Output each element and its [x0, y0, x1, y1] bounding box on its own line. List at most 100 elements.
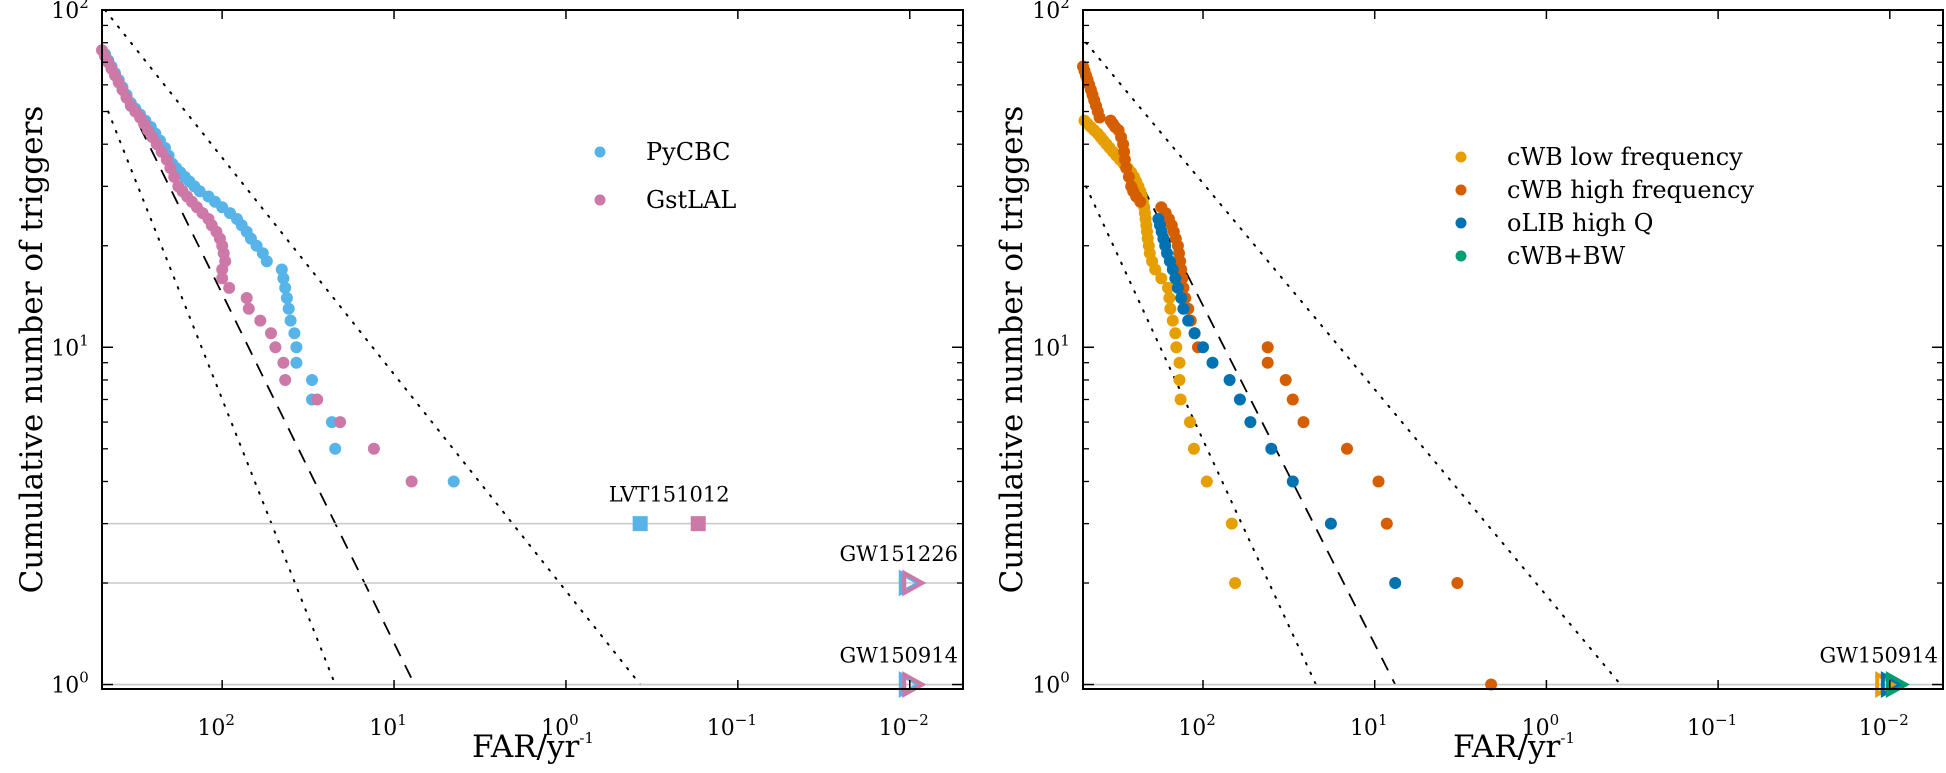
data-point [290, 341, 303, 354]
x-tick-label: 10−2 [1859, 711, 1909, 741]
data-point [1380, 517, 1393, 530]
data-point [367, 442, 380, 455]
data-point [1200, 475, 1213, 488]
data-point [1188, 327, 1201, 340]
data-point [1155, 272, 1168, 285]
data-point [1229, 577, 1242, 589]
data-point [1261, 341, 1274, 354]
legend-label: oLIB high Q [1507, 209, 1653, 237]
data-point [290, 356, 303, 369]
reference-line-lower-bound [107, 110, 337, 686]
data-point [311, 393, 324, 406]
x-tick-label: 102 [197, 711, 235, 741]
data-point [334, 416, 347, 429]
data-point [282, 302, 295, 315]
data-point [1169, 272, 1182, 285]
series-cwb-high-frequency [1077, 60, 1498, 691]
y-tick-label: 101 [1032, 331, 1070, 361]
x-tick-label: 101 [1350, 711, 1388, 741]
legend: PyCBC GstLAL [594, 138, 736, 214]
data-point [254, 314, 267, 327]
data-point [1451, 577, 1464, 589]
data-point [280, 292, 293, 304]
x-tick-label: 10−1 [707, 711, 757, 741]
data-point [1134, 195, 1147, 208]
data-point [277, 356, 290, 369]
y-tick-label: 102 [51, 0, 89, 24]
y-tick-label: 102 [1032, 0, 1070, 24]
y-tick-label: 100 [51, 669, 89, 699]
data-point [1244, 416, 1257, 429]
data-point [405, 475, 418, 488]
data-point [329, 442, 342, 455]
x-axis-title: FAR/yr-1 [472, 729, 594, 765]
data-point [1286, 393, 1299, 406]
points-layer [96, 44, 460, 488]
data-point [1341, 442, 1353, 455]
y-axis-title: Cumulative number of triggers [14, 106, 50, 594]
data-point [242, 302, 255, 315]
x-tick-label: 100 [541, 711, 579, 741]
event-markers-layer: LVT151012 GW151226 GW150914 [609, 483, 958, 698]
legend-marker [1455, 250, 1467, 262]
data-point [1206, 356, 1219, 369]
y-axis-title: Cumulative number of triggers [994, 106, 1030, 594]
data-point [260, 255, 273, 268]
reference-line-lower-bound [1085, 185, 1317, 686]
legend-label: PyCBC [646, 138, 731, 166]
y-tick-label: 101 [51, 331, 89, 361]
data-point [288, 327, 301, 340]
event-gw150914: GW150914 [839, 644, 958, 698]
data-point [279, 374, 292, 386]
series-gstlal [96, 44, 418, 488]
event-label: LVT151012 [609, 483, 730, 507]
data-point [447, 475, 460, 488]
data-point [279, 281, 292, 294]
data-point [306, 374, 318, 386]
data-point [325, 416, 338, 429]
event-lines-layer [102, 522, 963, 686]
reference-lines-layer [1085, 41, 1622, 686]
data-point [269, 341, 282, 354]
data-point [1225, 517, 1238, 530]
series-pycbc [99, 48, 460, 488]
data-point [1175, 263, 1188, 276]
data-point [1182, 314, 1195, 327]
reference-line-upper-bound [1085, 41, 1622, 686]
data-point [1233, 393, 1246, 406]
data-point [1163, 292, 1176, 304]
x-tick-label: 10−2 [879, 711, 929, 741]
x-tick-label: 100 [1522, 711, 1560, 741]
data-point [1162, 281, 1174, 294]
data-point [1093, 111, 1106, 124]
legend-label: GstLAL [646, 186, 736, 214]
x-tick-label: 10−1 [1687, 711, 1737, 741]
legend-marker [1455, 184, 1467, 196]
axis-ticks: 102 101 100 10−1 10−2 100 101 102 [51, 0, 963, 741]
reference-line-expected-background [107, 61, 416, 685]
reference-line-upper-bound [104, 9, 642, 686]
event-marker-triangle [902, 569, 927, 597]
data-point [1372, 475, 1385, 488]
data-point [1184, 416, 1196, 429]
legend-label: cWB low frequency [1507, 143, 1743, 171]
y-tick-label: 100 [1032, 669, 1070, 699]
data-point [223, 281, 236, 294]
event-markers-layer: GW150914 [1819, 644, 1938, 698]
right-panel: GW150914 102 101 100 10−1 10−2 100 101 102 cWB … [994, 0, 1944, 765]
data-point [1187, 442, 1200, 455]
data-point [193, 185, 206, 198]
data-point [216, 263, 229, 276]
data-point [1169, 327, 1182, 340]
data-point [1279, 374, 1292, 386]
legend-marker [1455, 217, 1467, 229]
legend-marker [594, 146, 606, 158]
axes-frame [1082, 9, 1944, 690]
series-cwb-low-frequency [1078, 114, 1242, 589]
data-point [1173, 356, 1186, 369]
x-tick-label: 101 [369, 711, 407, 741]
data-point [1177, 302, 1190, 315]
data-point [1324, 517, 1337, 530]
